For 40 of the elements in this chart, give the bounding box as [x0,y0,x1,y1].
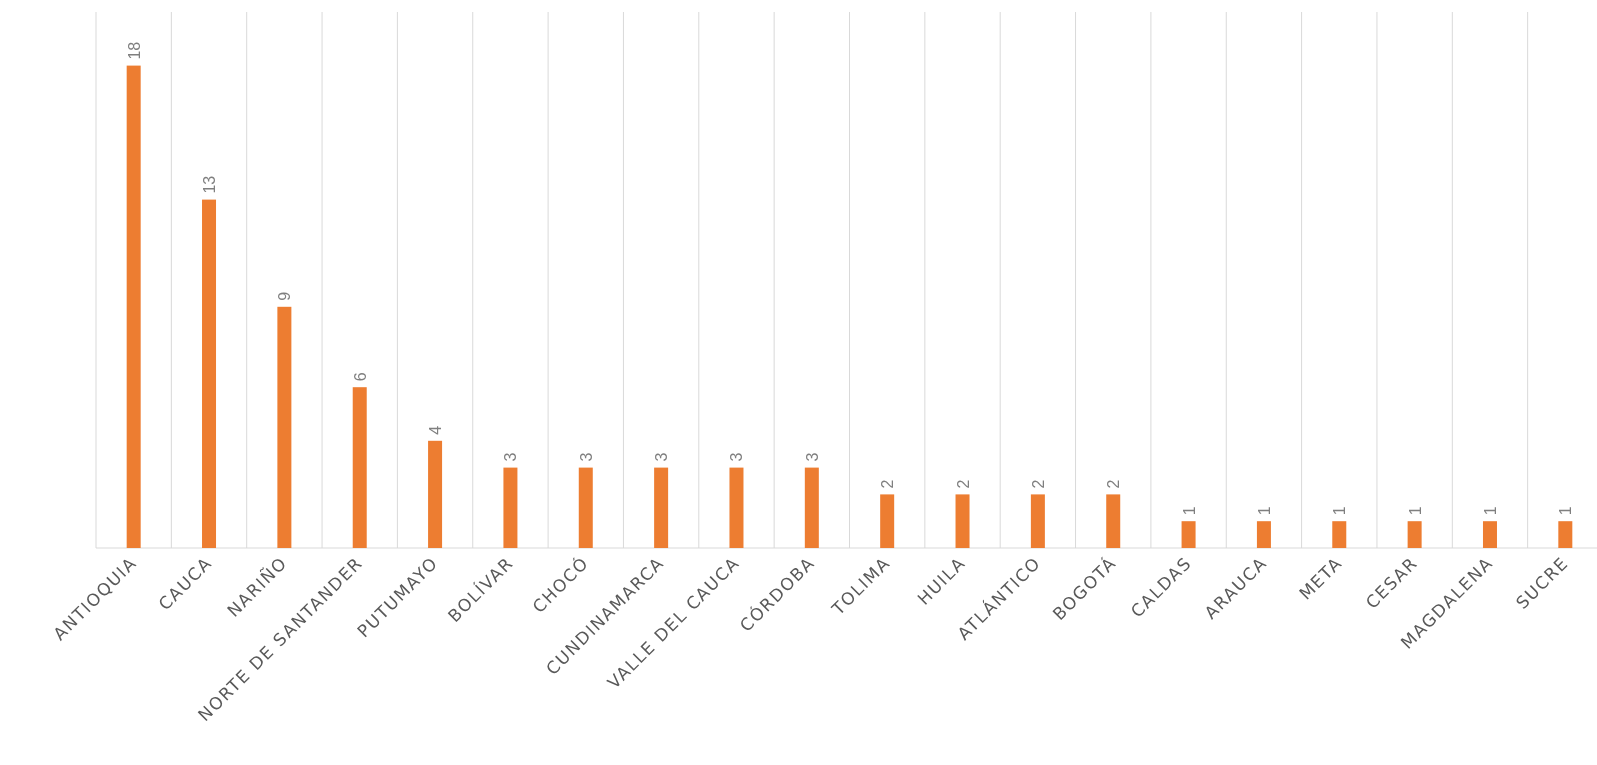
bar [880,494,895,548]
bar [1030,494,1045,548]
data-label: 13 [201,175,219,194]
bar [729,467,744,548]
data-label: 3 [577,452,595,462]
bar [352,387,367,548]
bar [1106,494,1121,548]
data-label: 4 [427,425,445,435]
bar [654,467,669,548]
data-label: 2 [954,479,972,489]
data-label: 1 [1180,506,1198,516]
bar [277,306,292,548]
data-label: 3 [803,452,821,462]
bar [804,467,819,548]
data-label: 2 [1029,479,1047,489]
bar [1558,521,1573,548]
bar [955,494,970,548]
bar [428,440,443,548]
bar [578,467,593,548]
bar [1407,521,1422,548]
bar [1482,521,1497,548]
data-label: 1 [1406,506,1424,516]
bar [202,199,217,548]
data-label: 3 [653,452,671,462]
data-label: 18 [125,41,143,60]
data-label: 2 [1105,479,1123,489]
bar [503,467,518,548]
data-label: 3 [728,452,746,462]
bar [1181,521,1196,548]
bar [1332,521,1347,548]
bar [126,65,141,548]
data-label: 2 [879,479,897,489]
data-label: 6 [351,372,369,382]
bar [1256,521,1271,548]
data-label: 1 [1557,506,1575,516]
data-label: 1 [1255,506,1273,516]
data-label: 9 [276,291,294,301]
data-label: 1 [1331,506,1349,516]
data-label: 1 [1481,506,1499,516]
data-label: 3 [502,452,520,462]
